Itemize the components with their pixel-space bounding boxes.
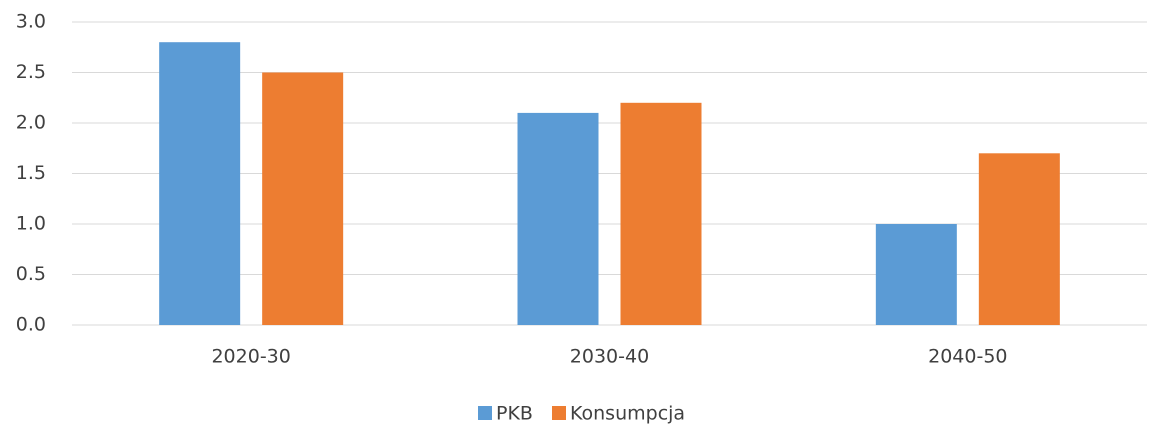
y-tick-label: 1.5 — [16, 162, 46, 184]
bar — [620, 102, 702, 325]
y-tick-label: 0.5 — [16, 263, 46, 285]
y-tick-label: 0.0 — [16, 314, 46, 336]
bar — [978, 153, 1060, 325]
legend-swatch — [552, 406, 566, 420]
x-tick-label: 2020-30 — [211, 346, 290, 368]
legend-label: Konsumpcja — [570, 403, 685, 425]
legend-swatch — [478, 406, 492, 420]
x-tick-label: 2030-40 — [570, 346, 649, 368]
bar — [159, 42, 241, 325]
bar — [875, 224, 957, 325]
legend-label: PKB — [496, 403, 533, 425]
bar — [262, 72, 344, 325]
y-tick-label: 3.0 — [16, 11, 46, 33]
y-tick-label: 2.5 — [16, 61, 46, 83]
bar — [517, 112, 599, 326]
x-tick-label: 2040-50 — [928, 346, 1007, 368]
y-tick-label: 1.0 — [16, 213, 46, 235]
y-tick-label: 2.0 — [16, 112, 46, 134]
